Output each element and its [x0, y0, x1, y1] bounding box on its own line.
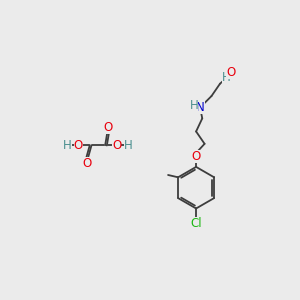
Text: H: H	[189, 99, 198, 112]
Text: H: H	[63, 139, 72, 152]
Text: O: O	[74, 139, 83, 152]
Text: H: H	[124, 139, 133, 152]
Text: O: O	[191, 150, 201, 163]
Text: O: O	[226, 67, 236, 80]
Text: N: N	[196, 101, 205, 114]
Text: O: O	[82, 157, 92, 169]
Text: O: O	[112, 139, 122, 152]
Text: H: H	[222, 71, 230, 84]
Text: O: O	[104, 121, 113, 134]
Text: Cl: Cl	[190, 217, 202, 230]
